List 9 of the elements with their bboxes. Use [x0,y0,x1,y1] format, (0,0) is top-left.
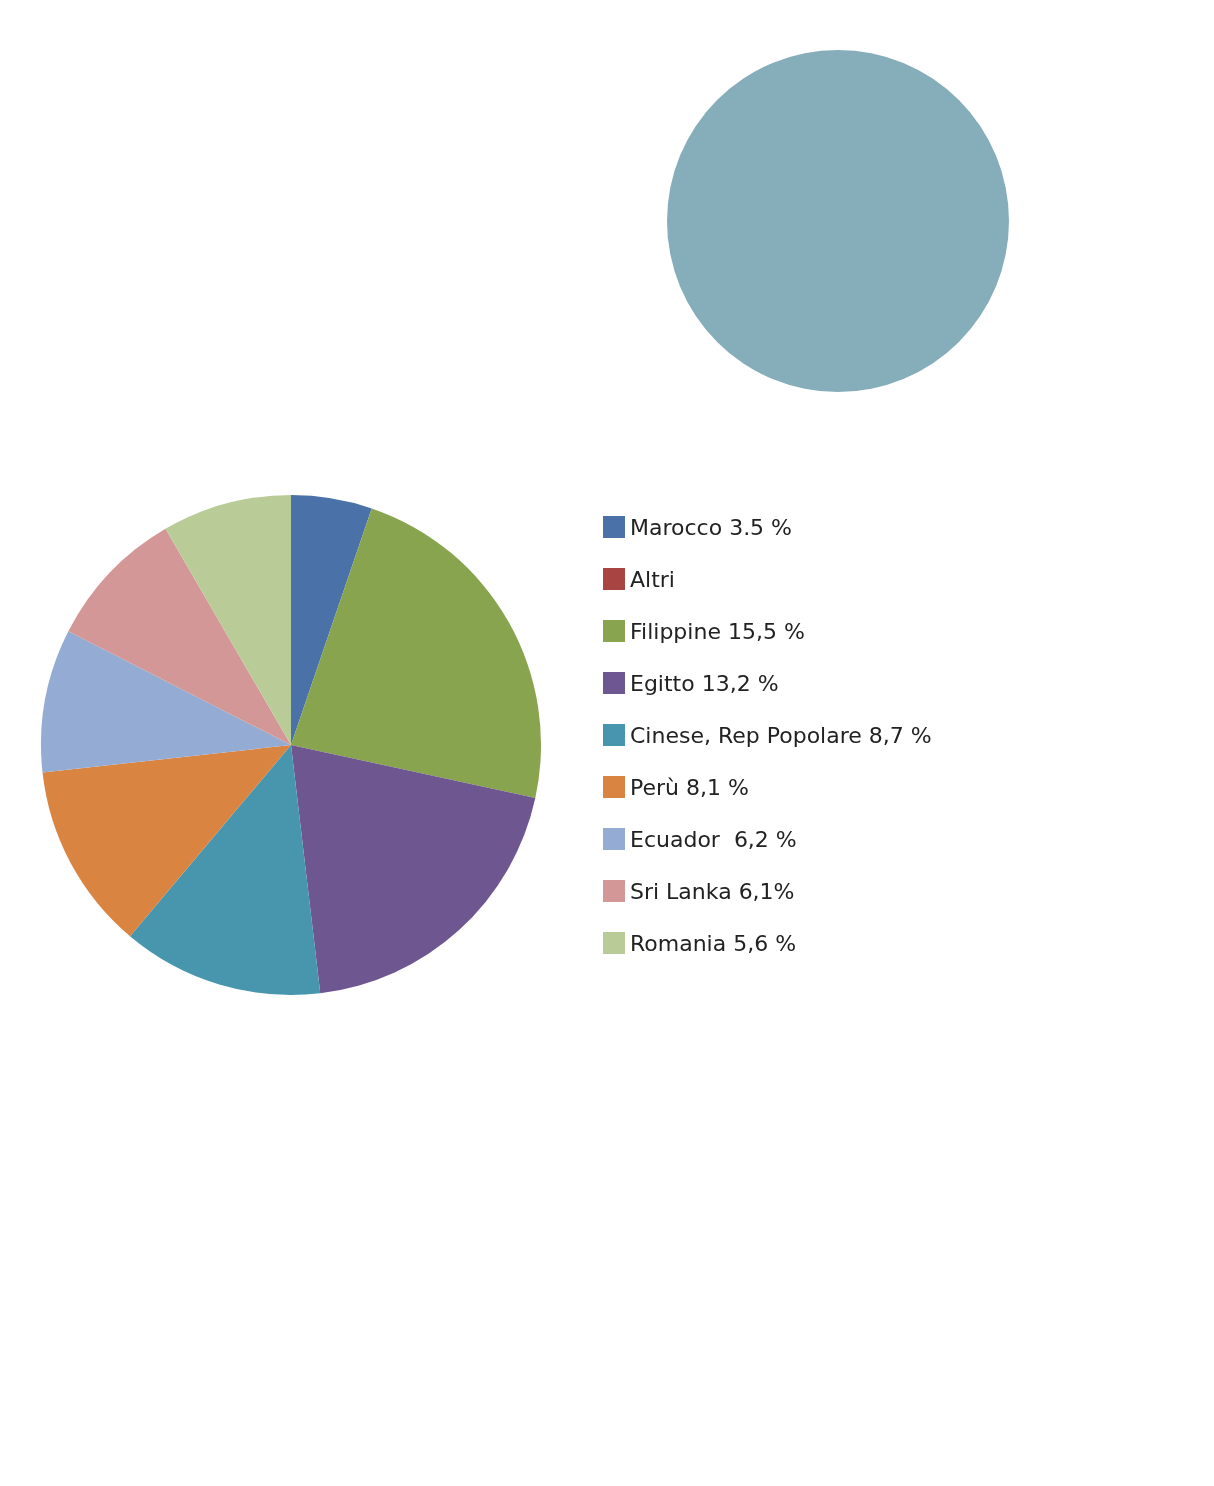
legend-label: Sri Lanka 6,1% [630,878,795,904]
legend-label: Perù 8,1 % [630,774,749,800]
legend-label: Ecuador 6,2 % [630,826,797,852]
legend-label: Filippine 15,5 % [630,618,805,644]
legend-label: Egitto 13,2 % [630,670,779,696]
legend-label: Altri [630,566,675,592]
legend-label: Romania 5,6 % [630,930,797,956]
legend-label: Marocco 3.5 % [630,514,793,540]
legend-label: Cinese, Rep Popolare 8,7 % [630,722,932,748]
